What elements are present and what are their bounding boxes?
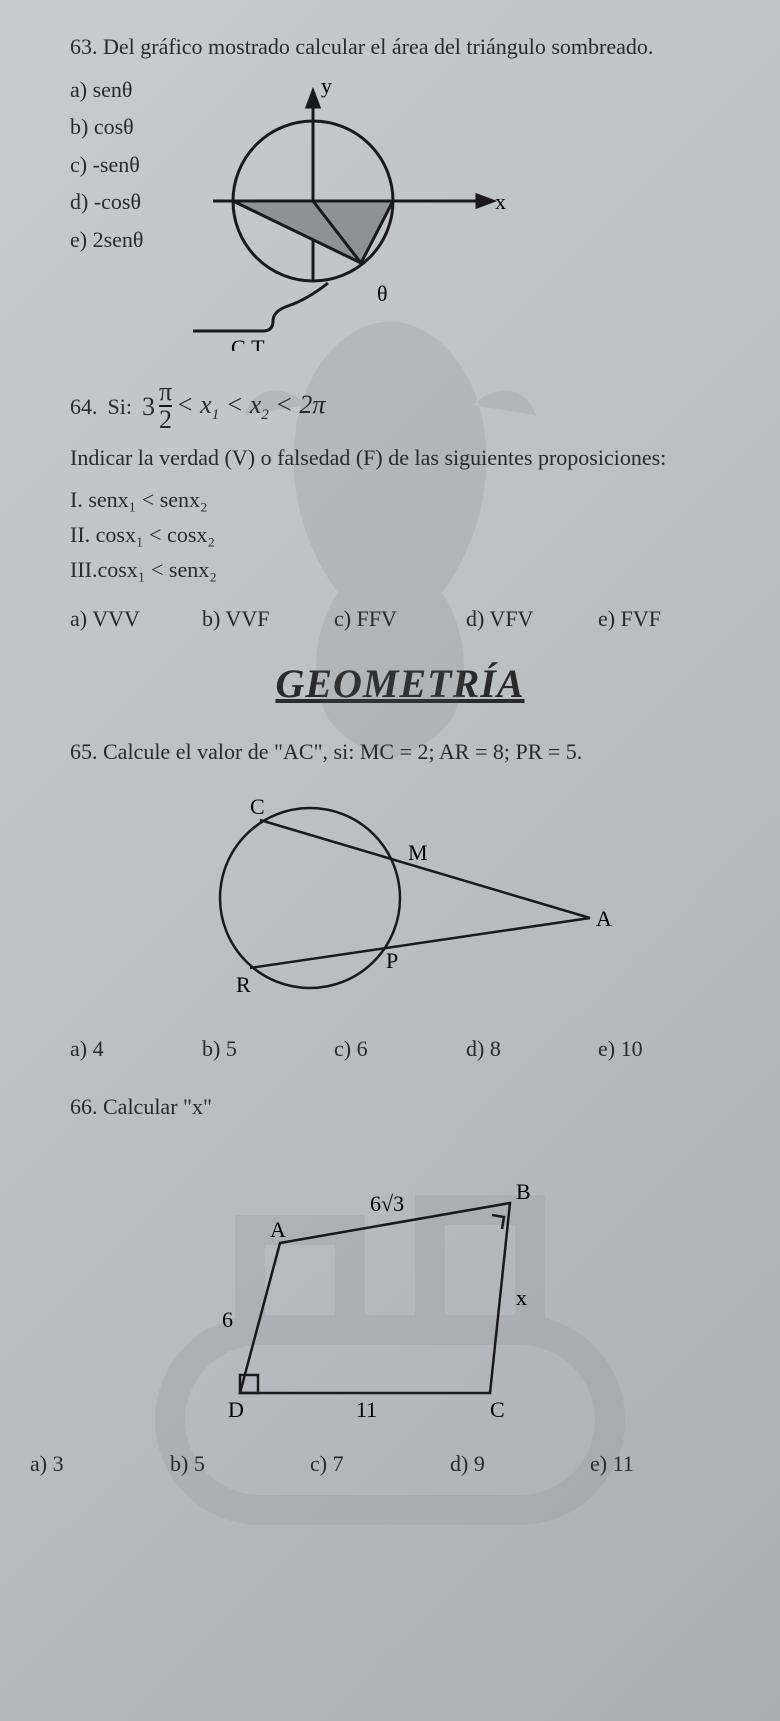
label-P: P: [386, 948, 398, 973]
q64-prop-3: III.cosx₁ < senx₂: [70, 552, 730, 587]
q65-opt-c: c) 6: [334, 1036, 466, 1062]
q66-options: a) 3 b) 5 c) 7 d) 9 e) 11: [30, 1451, 730, 1477]
q64-number: 64.: [70, 390, 98, 423]
q63-number: 63.: [70, 34, 98, 59]
q64-opt-d: d) VFV: [466, 606, 598, 632]
q66-number: 66.: [70, 1094, 98, 1119]
q66-diagram: A B C D 6 11 6√3 x: [170, 1133, 590, 1433]
q63-text: Del gráfico mostrado calcular el área de…: [103, 34, 653, 59]
q66-opt-d: d) 9: [450, 1451, 590, 1477]
label-C: C: [490, 1397, 505, 1422]
question-65: 65. Calcule el valor de "AC", si: MC = 2…: [70, 735, 730, 1062]
q66-opt-b: b) 5: [170, 1451, 310, 1477]
q65-number: 65.: [70, 739, 98, 764]
q65-opt-d: d) 8: [466, 1036, 598, 1062]
frac-num: π: [159, 379, 172, 405]
y-axis-label: y: [321, 73, 332, 98]
side-DC: 11: [356, 1397, 377, 1422]
q65-prompt: 65. Calcule el valor de "AC", si: MC = 2…: [70, 735, 730, 768]
exam-page: 63. Del gráfico mostrado calcular el áre…: [0, 0, 780, 1721]
theta-label: θ: [377, 281, 388, 306]
q63-opt-e: e) 2senθ: [70, 221, 143, 258]
question-64: 64. Si: 3 π 2 < x1 < x2 < 2π Indicar la …: [70, 379, 730, 632]
q64-prefix: Si:: [108, 390, 132, 423]
q64-inequality: 3 π 2 < x1 < x2 < 2π: [142, 379, 325, 433]
q64-prop-1: I. senx₁ < senx₂: [70, 482, 730, 517]
q66-text: Calcular "x": [103, 1094, 212, 1119]
q64-text2: Indicar la verdad (V) o falsedad (F) de …: [70, 441, 730, 474]
label-C: C: [250, 794, 265, 819]
q63-opt-d: d) -cosθ: [70, 183, 143, 220]
q64-opt-b: b) VVF: [202, 606, 334, 632]
q66-opt-a: a) 3: [30, 1451, 170, 1477]
label-B: B: [516, 1179, 531, 1204]
q65-opt-a: a) 4: [70, 1036, 202, 1062]
q66-opt-e: e) 11: [590, 1451, 730, 1477]
section-heading: GEOMETRÍA: [70, 660, 730, 707]
label-A: A: [270, 1217, 286, 1242]
q63-opt-b: b) cosθ: [70, 108, 143, 145]
q63-diagram: y x θ C.T: [163, 71, 523, 351]
question-63: 63. Del gráfico mostrado calcular el áre…: [70, 30, 730, 351]
q64-prop-2: II. cosx₁ < cosx₂: [70, 517, 730, 552]
question-66: 66. Calcular "x" A B C D 6 11 6√3 x a) 3…: [70, 1090, 730, 1477]
label-M: M: [408, 840, 428, 865]
side-AD: 6: [222, 1307, 233, 1332]
q63-options: a) senθ b) cosθ c) -senθ d) -cosθ e) 2se…: [70, 71, 143, 258]
side-BC: x: [516, 1285, 527, 1310]
label-A: A: [596, 906, 612, 931]
q65-text: Calcule el valor de "AC", si: MC = 2; AR…: [103, 739, 582, 764]
q63-opt-c: c) -senθ: [70, 146, 143, 183]
q66-opt-c: c) 7: [310, 1451, 450, 1477]
q64-opt-a: a) VVV: [70, 606, 202, 632]
q63-opt-a: a) senθ: [70, 71, 143, 108]
q64-opt-c: c) FFV: [334, 606, 466, 632]
q64-props: I. senx₁ < senx₂ II. cosx₁ < cosx₂ III.c…: [70, 482, 730, 588]
q64-line1: 64. Si: 3 π 2 < x1 < x2 < 2π: [70, 379, 730, 433]
label-D: D: [228, 1397, 244, 1422]
ct-label: C.T: [231, 335, 265, 351]
q66-prompt: 66. Calcular "x": [70, 1090, 730, 1123]
frac-den: 2: [159, 407, 172, 433]
x-axis-label: x: [495, 189, 506, 214]
q63-prompt: 63. Del gráfico mostrado calcular el áre…: [70, 30, 730, 63]
q65-opt-e: e) 10: [598, 1036, 730, 1062]
q65-opt-b: b) 5: [202, 1036, 334, 1062]
q64-opt-e: e) FVF: [598, 606, 730, 632]
q64-options: a) VVV b) VVF c) FFV d) VFV e) FVF: [70, 606, 730, 632]
label-R: R: [236, 972, 251, 997]
q65-diagram: C M A P R: [150, 778, 650, 1018]
side-AB: 6√3: [370, 1191, 404, 1216]
q65-options: a) 4 b) 5 c) 6 d) 8 e) 10: [70, 1036, 730, 1062]
